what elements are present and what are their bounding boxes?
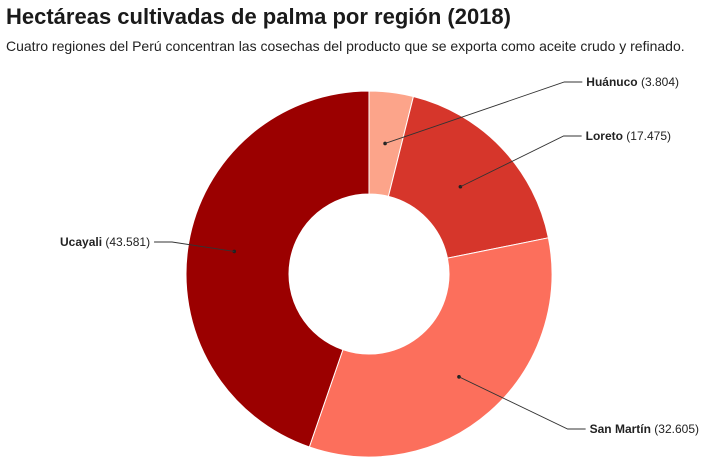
leader-line-ucayali xyxy=(154,241,235,252)
chart-subtitle: Cuatro regiones del Perú concentran las … xyxy=(6,38,685,54)
slice-loreto xyxy=(387,95,549,259)
data-label-san-martin: San Martín (32.605) xyxy=(590,422,699,436)
leader-line-loreto xyxy=(460,135,582,188)
data-label-ucayali: Ucayali (43.581) xyxy=(60,235,150,249)
leader-line-huanuco xyxy=(384,81,583,144)
slice-san-martin xyxy=(308,237,553,458)
chart-title: Hectáreas cultivadas de palma por región… xyxy=(6,4,511,29)
data-label-loreto: Loreto (17.475) xyxy=(586,129,671,143)
leader-line-san-martin xyxy=(458,376,586,430)
slice-ucayali xyxy=(185,90,370,448)
data-label-huanuco: Huánuco (3.804) xyxy=(586,75,679,89)
